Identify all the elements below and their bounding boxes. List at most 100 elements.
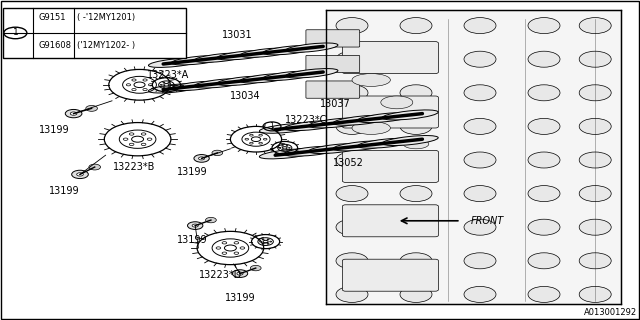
Circle shape	[132, 136, 143, 142]
Circle shape	[263, 240, 268, 243]
Text: FRONT: FRONT	[470, 216, 504, 226]
Circle shape	[147, 138, 152, 140]
Circle shape	[126, 84, 131, 86]
Circle shape	[163, 82, 165, 83]
Circle shape	[579, 286, 611, 302]
Circle shape	[464, 152, 496, 168]
Ellipse shape	[285, 43, 338, 52]
Circle shape	[269, 241, 271, 242]
Circle shape	[579, 253, 611, 269]
Ellipse shape	[352, 74, 390, 86]
FancyBboxPatch shape	[342, 150, 438, 182]
Circle shape	[222, 252, 227, 254]
Text: 13199: 13199	[177, 235, 207, 245]
Circle shape	[143, 89, 147, 91]
Circle shape	[250, 134, 253, 136]
Text: ('12MY1202- ): ('12MY1202- )	[77, 41, 135, 50]
Circle shape	[528, 219, 560, 235]
Text: 13199: 13199	[177, 167, 207, 177]
Circle shape	[234, 242, 239, 244]
Ellipse shape	[403, 139, 429, 149]
Circle shape	[336, 253, 368, 269]
Circle shape	[192, 224, 198, 227]
Circle shape	[168, 82, 170, 83]
Circle shape	[264, 138, 267, 140]
Ellipse shape	[240, 48, 292, 57]
Circle shape	[400, 253, 432, 269]
Circle shape	[464, 51, 496, 67]
Circle shape	[282, 149, 284, 150]
Ellipse shape	[382, 136, 438, 146]
Ellipse shape	[240, 74, 292, 83]
Circle shape	[400, 85, 432, 101]
Circle shape	[245, 138, 248, 140]
Circle shape	[579, 85, 611, 101]
Circle shape	[148, 84, 153, 86]
Circle shape	[188, 222, 203, 229]
Circle shape	[400, 118, 432, 134]
Ellipse shape	[148, 84, 201, 93]
Circle shape	[260, 241, 262, 242]
Text: 1: 1	[269, 122, 275, 131]
Circle shape	[286, 145, 288, 146]
Circle shape	[205, 217, 216, 223]
Circle shape	[464, 118, 496, 134]
Ellipse shape	[333, 115, 389, 125]
Circle shape	[134, 82, 145, 88]
Ellipse shape	[308, 144, 365, 154]
FancyBboxPatch shape	[342, 259, 438, 291]
Text: G9151: G9151	[38, 13, 66, 22]
Ellipse shape	[381, 96, 413, 109]
FancyBboxPatch shape	[342, 42, 438, 74]
Circle shape	[262, 243, 264, 244]
Circle shape	[232, 270, 248, 277]
Circle shape	[579, 118, 611, 134]
Circle shape	[528, 51, 560, 67]
Ellipse shape	[263, 45, 315, 55]
Circle shape	[336, 186, 368, 202]
Circle shape	[528, 118, 560, 134]
Ellipse shape	[285, 68, 338, 78]
Ellipse shape	[194, 79, 246, 88]
Circle shape	[141, 143, 146, 146]
FancyBboxPatch shape	[306, 30, 360, 47]
Circle shape	[234, 252, 239, 254]
Circle shape	[464, 186, 496, 202]
Ellipse shape	[172, 81, 223, 91]
Circle shape	[70, 112, 77, 115]
Circle shape	[77, 173, 83, 176]
Circle shape	[129, 133, 134, 135]
Circle shape	[89, 164, 100, 170]
Circle shape	[579, 51, 611, 67]
Circle shape	[250, 142, 253, 144]
Circle shape	[216, 247, 221, 249]
Text: 13031: 13031	[221, 30, 252, 40]
Circle shape	[65, 109, 82, 118]
Text: 13199: 13199	[225, 293, 255, 303]
Circle shape	[164, 84, 169, 86]
Circle shape	[579, 186, 611, 202]
Circle shape	[124, 138, 128, 140]
Circle shape	[336, 51, 368, 67]
FancyBboxPatch shape	[342, 96, 438, 128]
Ellipse shape	[382, 110, 438, 120]
Circle shape	[267, 243, 269, 244]
Circle shape	[259, 134, 262, 136]
Circle shape	[400, 219, 432, 235]
Circle shape	[262, 239, 264, 240]
Circle shape	[282, 145, 284, 146]
Ellipse shape	[172, 56, 223, 65]
Circle shape	[212, 150, 223, 156]
Bar	[3, 8, 186, 58]
Circle shape	[336, 18, 368, 34]
Circle shape	[528, 253, 560, 269]
Ellipse shape	[217, 51, 269, 60]
Text: 13223*C: 13223*C	[285, 115, 327, 125]
Circle shape	[129, 143, 134, 146]
Ellipse shape	[358, 113, 413, 123]
Ellipse shape	[308, 118, 365, 128]
FancyBboxPatch shape	[342, 205, 438, 237]
Ellipse shape	[148, 58, 201, 68]
Circle shape	[336, 286, 368, 302]
Circle shape	[161, 84, 163, 85]
